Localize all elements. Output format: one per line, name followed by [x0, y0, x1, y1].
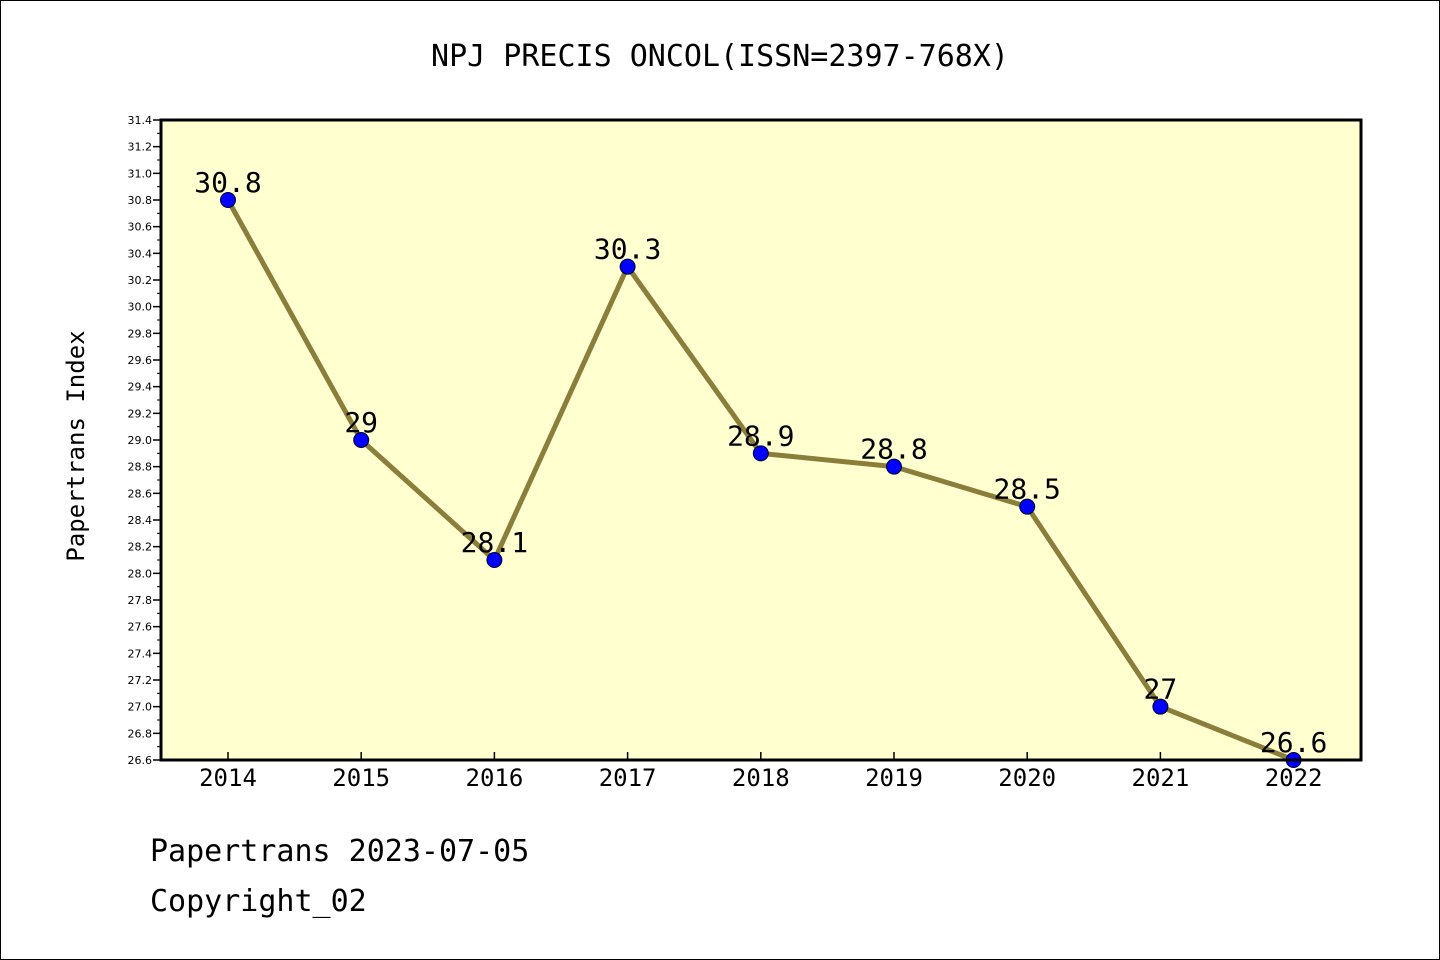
y-tick-label: 27.4 [128, 647, 153, 660]
x-tick-label: 2018 [732, 764, 790, 792]
y-tick-label: 30.6 [128, 221, 153, 234]
y-tick-label: 28.6 [128, 487, 153, 500]
y-tick-label: 28.4 [128, 514, 153, 527]
y-tick-label: 27.2 [128, 674, 153, 687]
y-tick-label: 29.8 [128, 327, 153, 340]
y-tick-label: 31.2 [128, 141, 153, 154]
y-tick-label: 31.4 [128, 114, 153, 127]
data-label: 28.5 [993, 473, 1060, 506]
y-axis-label: Papertrans Index [62, 330, 90, 561]
chart-title: NPJ PRECIS ONCOL(ISSN=2397-768X) [431, 39, 1009, 74]
footer-copyright: Copyright_02 [150, 884, 367, 919]
x-tick-label: 2016 [466, 764, 524, 792]
y-axis: 26.6 26.8 27.0 27.2 27.4 27.6 27.8 28.0 28.2 28.4… [128, 114, 161, 767]
x-tick-label: 2022 [1265, 764, 1323, 792]
data-point [486, 552, 503, 568]
y-tick-label: 30.0 [128, 301, 153, 314]
data-labels: 30.8 29 28.1 30.3 28.9 28.8 28.5 27 26.6 [194, 166, 1327, 759]
y-tick-label: 26.6 [128, 754, 153, 767]
y-tick-label: 30.2 [128, 274, 153, 287]
data-label: 28.8 [860, 433, 927, 466]
data-point [1152, 698, 1169, 715]
y-tick-label: 27.0 [128, 701, 153, 714]
data-label: 30.3 [594, 233, 661, 266]
y-tick-label: 28.2 [128, 541, 153, 554]
y-tick-label: 29.2 [128, 407, 153, 420]
data-label: 26.6 [1260, 726, 1327, 759]
x-tick-label: 2017 [599, 764, 657, 792]
footer-date: Papertrans 2023-07-05 [150, 834, 530, 869]
data-point [1019, 498, 1036, 515]
data-label: 28.9 [727, 419, 794, 452]
data-label: 30.8 [194, 166, 261, 199]
y-tick-label: 30.8 [128, 194, 153, 207]
x-tick-label: 2021 [1132, 764, 1190, 792]
data-point [220, 192, 236, 208]
x-tick-label: 2014 [199, 764, 257, 792]
y-tick-label: 29.0 [128, 434, 153, 447]
data-point [752, 445, 769, 462]
y-tick-label: 29.6 [128, 354, 153, 367]
data-point [353, 432, 370, 448]
y-tick-label: 26.8 [128, 727, 153, 740]
data-label: 29 [344, 406, 378, 439]
y-tick-label: 29.4 [128, 381, 153, 394]
y-tick-label: 31.0 [128, 167, 153, 180]
data-label: 28.1 [461, 526, 528, 559]
y-tick-label: 28.8 [128, 461, 153, 474]
data-point [619, 258, 636, 275]
x-tick-label: 2020 [998, 764, 1056, 792]
x-tick-label: 2019 [865, 764, 923, 792]
y-tick-label: 30.4 [128, 247, 153, 260]
x-tick-label: 2015 [332, 764, 390, 792]
data-point [886, 458, 902, 475]
data-label: 27 [1144, 673, 1178, 706]
y-tick-label: 28.0 [128, 567, 153, 580]
plot-border [159, 118, 1363, 762]
y-tick-label: 27.8 [128, 594, 153, 607]
x-axis: 2014 2015 2016 2017 2018 2019 2020 2021 2022 [199, 752, 1322, 792]
y-tick-label: 27.6 [128, 621, 153, 634]
